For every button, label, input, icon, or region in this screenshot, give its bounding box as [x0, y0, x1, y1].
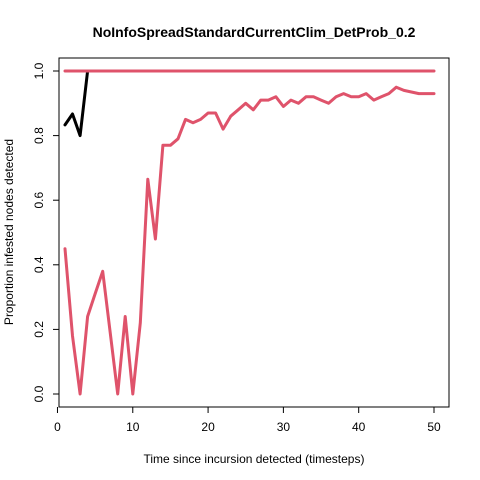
- x-tick-label: 10: [126, 420, 140, 434]
- y-tick-label: 0.2: [32, 321, 46, 338]
- x-tick-label: 50: [427, 420, 441, 434]
- y-axis: 0.0 0.2 0.4 0.6 0.8 1.0: [32, 62, 59, 402]
- y-tick-label: 0.6: [32, 192, 46, 209]
- chart-title: NoInfoSpreadStandardCurrentClim_DetProb_…: [93, 24, 416, 40]
- y-tick-label: 0.4: [32, 256, 46, 273]
- x-tick-label: 40: [352, 420, 366, 434]
- x-axis: 0 10 20 30 40 50: [54, 407, 441, 434]
- y-tick-label: 0.0: [32, 385, 46, 402]
- x-tick-label: 30: [277, 420, 291, 434]
- y-tick-label: 1.0: [32, 62, 46, 79]
- series-line-1: [63, 69, 90, 138]
- y-tick-label: 0.8: [32, 127, 46, 144]
- plot-frame: [58, 57, 450, 408]
- x-axis-label: Time since incursion detected (timesteps…: [144, 452, 365, 466]
- series-line-3: [63, 85, 436, 396]
- y-axis-label: Proportion infested nodes detected: [2, 139, 16, 325]
- x-tick-label: 0: [54, 420, 61, 434]
- x-tick-label: 20: [201, 420, 215, 434]
- series-layer: [63, 69, 436, 396]
